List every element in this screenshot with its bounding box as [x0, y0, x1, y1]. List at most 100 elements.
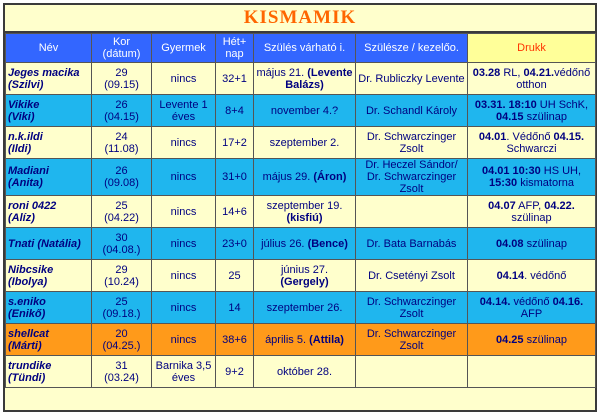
- baby-name: (Bence): [307, 237, 348, 250]
- due-date: szeptember 26.: [266, 301, 343, 314]
- drukk-text-2: kismatorna: [517, 177, 574, 189]
- member-nick: s.eniko: [8, 295, 46, 308]
- cell-gyermek: nincs: [151, 259, 216, 292]
- header-het: Hét+ nap: [215, 33, 254, 63]
- member-real-name: (Ibolya): [8, 275, 48, 288]
- cell-kor: 30 (04.08.): [91, 227, 152, 260]
- cell-kor: 26 (04.15): [91, 94, 152, 127]
- cell-het: 8+4: [215, 94, 254, 127]
- header-szulesze: Szülésze / kezelőo.: [355, 33, 468, 63]
- baby-name: (Levente Balázs): [285, 66, 353, 91]
- cell-name: Nibcsike (Ibolya): [5, 259, 92, 292]
- cell-gyermek: nincs: [151, 227, 216, 260]
- header-row: Név Kor (dátum) Gyermek Hét+ nap Szülés …: [5, 33, 596, 63]
- drukk-text-1: RL,: [500, 66, 524, 79]
- member-nick: Nibcsike: [8, 263, 54, 276]
- cell-name: Jeges macika (Szilvi): [5, 62, 92, 95]
- cell-kor: 26 (09.08): [91, 158, 152, 196]
- cell-szules: szeptember 2.: [253, 126, 356, 159]
- age-date: (11.08): [104, 142, 139, 155]
- cell-het: 25: [215, 259, 254, 292]
- member-real-name: (Viki): [8, 110, 35, 123]
- cell-gyermek: nincs: [151, 126, 216, 159]
- drukk-text-2: védőnő otthon: [516, 66, 591, 91]
- cell-gyermek: nincs: [151, 158, 216, 196]
- header-drukk: Drukk: [467, 33, 596, 63]
- drukk-date-1: 04.01: [478, 130, 507, 143]
- cell-gyermek: Levente 1 éves: [151, 94, 216, 127]
- member-nick: n.k.ildi: [8, 130, 43, 143]
- cell-name: roni 0422 (Alíz): [5, 195, 92, 228]
- member-nick: shellcat: [8, 327, 49, 340]
- age-value: 26: [115, 98, 128, 111]
- table-row: Madiani (Anita) 26 (09.08) nincs 31+0 május 29…: [5, 158, 596, 196]
- member-nick: Vikike: [8, 98, 40, 111]
- age-value: 25: [115, 199, 128, 212]
- due-date: szeptember 19.: [266, 199, 343, 212]
- age-date: (10.24): [104, 275, 139, 288]
- drukk-date-2: 04.21.: [523, 66, 555, 79]
- cell-name: trundike (Tündi): [5, 355, 92, 388]
- age-date: (09.08): [104, 177, 139, 189]
- cell-name: s.eniko (Enikő): [5, 291, 92, 324]
- age-date: (04.22): [104, 211, 139, 224]
- baby-name: (Gergely): [280, 275, 329, 288]
- cell-szules: május 29. (Áron): [253, 158, 356, 196]
- cell-szules: április 5. (Attila): [253, 323, 356, 356]
- drukk-date-1: 04.01 10:30: [481, 165, 541, 177]
- drukk-date-1: 04.14: [496, 269, 525, 282]
- cell-het: 23+0: [215, 227, 254, 260]
- table-row: Nibcsike (Ibolya) 29 (10.24) nincs 25 június 2…: [5, 259, 596, 292]
- cell-szules: szeptember 26.: [253, 291, 356, 324]
- drukk-text-1: szülinap: [523, 333, 567, 346]
- cell-het: 31+0: [215, 158, 254, 196]
- kismamik-table-frame: KISMAMIK Név Kor (dátum) Gyermek Hét+ na…: [3, 3, 597, 412]
- kismamik-table: Név Kor (dátum) Gyermek Hét+ nap Szülés …: [5, 33, 596, 388]
- age-date: (09.18.): [102, 307, 141, 320]
- cell-drukk: 04.14. védőnő 04.16. AFP: [467, 291, 596, 324]
- table-row: Tnati (Natália) 30 (04.08.) nincs 23+0 július…: [5, 227, 596, 260]
- cell-orvos: Dr. Heczel Sándor/ Dr. Schwarczinger Zso…: [355, 158, 468, 196]
- member-real-name: (Tündi): [8, 371, 46, 384]
- drukk-text-2: AFP: [520, 307, 543, 320]
- table-row: n.k.ildi (Ildi) 24 (11.08) nincs 17+2 szeptemb…: [5, 126, 596, 159]
- cell-het: 38+6: [215, 323, 254, 356]
- cell-orvos: Dr. Schandl Károly: [355, 94, 468, 127]
- cell-drukk: [467, 355, 596, 388]
- cell-drukk: 04.07 AFP, 04.22. szülinap: [467, 195, 596, 228]
- drukk-text-2: szülinap: [523, 110, 567, 123]
- cell-name: Vikike (Viki): [5, 94, 92, 127]
- age-value: 30: [115, 231, 128, 244]
- drukk-text-1: . Védőnő: [506, 130, 554, 143]
- drukk-text-2: szülinap: [511, 211, 552, 224]
- drukk-text-1: AFP,: [515, 199, 545, 212]
- due-date: április 5.: [265, 333, 307, 346]
- member-nick: trundike: [8, 359, 52, 372]
- due-date: október 28.: [276, 365, 333, 378]
- member-real-name: (Szilvi): [8, 78, 44, 91]
- cell-szules: szeptember 19. (kisfiú): [253, 195, 356, 228]
- member-nick: roni 0422: [8, 199, 57, 212]
- drukk-text-1: UH SchK,: [536, 98, 589, 111]
- baby-name: (kisfiú): [286, 211, 323, 224]
- cell-szules: június 27. (Gergely): [253, 259, 356, 292]
- table-row: shellcat (Márti) 20 (04.25.) nincs 38+6 áprili…: [5, 323, 596, 356]
- page-title: KISMAMIK: [5, 5, 595, 33]
- due-date: november 4.?: [270, 104, 339, 117]
- cell-gyermek: nincs: [151, 291, 216, 324]
- cell-orvos: Dr. Rubliczky Levente: [355, 62, 468, 95]
- cell-drukk: 04.01. Védőnő 04.15. Schwarczi: [467, 126, 596, 159]
- member-nick: Tnati (Natália): [8, 237, 81, 250]
- cell-orvos: [355, 195, 468, 228]
- cell-orvos: [355, 355, 468, 388]
- header-gyermek: Gyermek: [151, 33, 216, 63]
- header-kor: Kor (dátum): [91, 33, 152, 63]
- member-real-name: (Alíz): [8, 211, 35, 224]
- cell-drukk: 04.08 szülinap: [467, 227, 596, 260]
- drukk-date-2: 15:30: [489, 177, 518, 189]
- member-real-name: (Márti): [8, 339, 42, 352]
- cell-orvos: Dr. Schwarczinger Zsolt: [355, 291, 468, 324]
- cell-orvos: Dr. Schwarczinger Zsolt: [355, 126, 468, 159]
- drukk-date-1: 03.31. 18:10: [474, 98, 537, 111]
- cell-kor: 24 (11.08): [91, 126, 152, 159]
